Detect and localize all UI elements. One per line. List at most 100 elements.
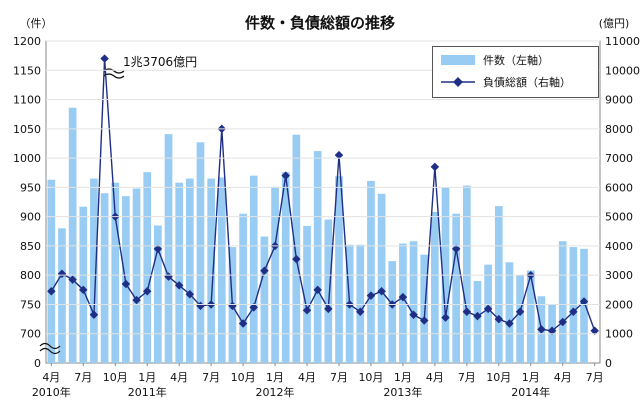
bar bbox=[217, 177, 226, 363]
line-marker bbox=[590, 326, 599, 336]
bar bbox=[324, 219, 333, 363]
bar bbox=[335, 176, 343, 363]
x-tick-label: 1月 bbox=[522, 371, 540, 384]
x-tick-label: 7月 bbox=[586, 371, 604, 384]
x-tick-label: 4月 bbox=[298, 371, 316, 384]
bar bbox=[462, 185, 471, 363]
bar bbox=[377, 193, 386, 363]
line-marker bbox=[505, 319, 514, 328]
line-marker bbox=[164, 272, 173, 281]
bar bbox=[207, 178, 215, 363]
line-marker bbox=[430, 162, 440, 172]
line-marker bbox=[377, 287, 386, 296]
line-marker bbox=[409, 310, 418, 319]
line-marker bbox=[281, 171, 290, 180]
bar bbox=[452, 213, 461, 363]
bar bbox=[132, 188, 141, 363]
line-marker bbox=[473, 311, 482, 321]
bar bbox=[249, 175, 258, 363]
bar bbox=[100, 193, 109, 363]
bar bbox=[388, 261, 397, 363]
right-tick-label: 0 bbox=[605, 357, 612, 370]
line-marker bbox=[100, 54, 109, 63]
left-tick-label: 950 bbox=[20, 181, 41, 194]
left-tick-label: 850 bbox=[20, 240, 41, 253]
x-tick-label: 10月 bbox=[231, 371, 256, 384]
legend-line-label: 負債総額（右軸） bbox=[483, 75, 571, 89]
line-marker bbox=[558, 317, 567, 327]
bar bbox=[313, 151, 322, 363]
bar bbox=[47, 179, 56, 363]
x-tick-label: 4月 bbox=[42, 371, 60, 384]
line-marker bbox=[292, 254, 301, 264]
left-axis-ticks: 0 700 750 800 850 900 950 1000 1050 1100 1150 1200 bbox=[13, 35, 600, 370]
line-marker bbox=[260, 266, 269, 276]
year-labels: 2010年 2011年 2012年 2013年 2014年 bbox=[32, 385, 550, 399]
line-marker bbox=[121, 279, 131, 289]
left-tick-label: 1100 bbox=[13, 94, 41, 107]
bar bbox=[494, 206, 503, 363]
bar bbox=[143, 172, 152, 363]
year-label: 2013年 bbox=[383, 385, 422, 399]
x-tick-label: 4月 bbox=[170, 371, 188, 384]
year-label: 2014年 bbox=[511, 385, 550, 399]
bar bbox=[484, 264, 492, 363]
x-tick-label: 7月 bbox=[458, 371, 476, 384]
line-marker bbox=[185, 289, 195, 299]
left-tick-label: 0 bbox=[34, 357, 41, 370]
line-marker bbox=[366, 291, 376, 300]
right-tick-label: 1000 bbox=[605, 328, 633, 341]
right-tick-label: 5000 bbox=[605, 211, 633, 224]
bar bbox=[580, 248, 588, 363]
line-marker bbox=[89, 310, 99, 319]
right-tick-label: 7000 bbox=[605, 152, 633, 165]
left-axis-break-mark bbox=[39, 342, 61, 355]
bar bbox=[154, 225, 162, 363]
x-axis-ticks: 4月 7月 10月 1月 4月 7月 10月 1月 4月 7月 10月 1月 4月 7月 10月 1月 4月 7月 bbox=[42, 363, 604, 384]
line-marker bbox=[494, 314, 504, 324]
left-tick-label: 1000 bbox=[13, 152, 41, 165]
line-series bbox=[50, 58, 596, 332]
x-tick-label: 10月 bbox=[103, 371, 128, 384]
bar bbox=[79, 206, 88, 363]
bar bbox=[58, 228, 66, 363]
legend-bar-swatch bbox=[441, 55, 475, 65]
bar bbox=[164, 134, 173, 363]
line-marker bbox=[249, 303, 258, 312]
right-tick-label: 6000 bbox=[605, 181, 633, 194]
right-axis-ticks: 0 1000 2000 3000 4000 5000 6000 7000 8000 9000 100… bbox=[605, 35, 640, 370]
bar bbox=[526, 270, 535, 363]
line-marker bbox=[57, 269, 67, 278]
line-marker bbox=[313, 285, 322, 295]
line-marker bbox=[132, 295, 141, 305]
legend-svg: 件数（左軸） 負債総額（右軸） bbox=[441, 53, 571, 89]
line-marker bbox=[398, 292, 408, 302]
bar bbox=[399, 243, 407, 363]
line-marker bbox=[68, 275, 77, 284]
bar bbox=[292, 134, 301, 363]
bar bbox=[569, 247, 578, 363]
year-label: 2012年 bbox=[256, 385, 295, 399]
line-marker bbox=[238, 319, 248, 328]
bar bbox=[175, 182, 184, 363]
left-tick-label: 1150 bbox=[13, 64, 41, 77]
line-marker bbox=[228, 301, 237, 311]
bar bbox=[281, 172, 290, 363]
line-marker bbox=[196, 301, 205, 311]
line-marker bbox=[537, 325, 546, 334]
line-marker bbox=[515, 307, 525, 317]
line-marker bbox=[462, 307, 472, 317]
line-marker bbox=[79, 285, 88, 295]
year-label: 2011年 bbox=[128, 385, 167, 399]
bar bbox=[260, 236, 269, 363]
right-tick-label: 8000 bbox=[605, 123, 633, 136]
bar bbox=[431, 211, 439, 363]
left-tick-label: 1200 bbox=[13, 35, 41, 48]
left-tick-label: 750 bbox=[20, 298, 41, 311]
year-label: 2010年 bbox=[32, 385, 71, 399]
legend-bar-label: 件数（左軸） bbox=[483, 53, 549, 67]
peak-break-mark bbox=[103, 68, 125, 79]
left-axis-unit: （件） bbox=[20, 17, 53, 30]
right-tick-label: 10000 bbox=[605, 64, 640, 77]
